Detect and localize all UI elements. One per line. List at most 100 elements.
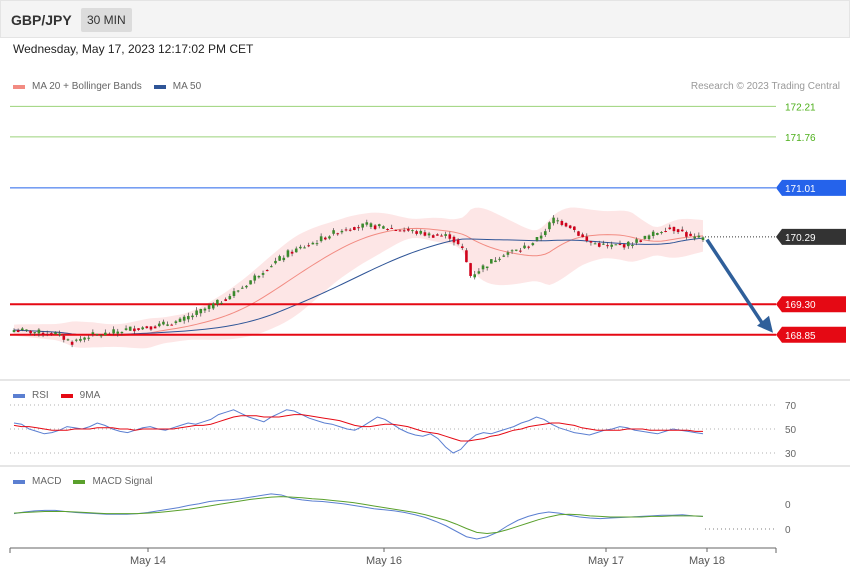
candle [668, 224, 672, 230]
candle [514, 249, 518, 252]
candle-body [444, 234, 447, 236]
candle [120, 331, 124, 336]
candle-body [340, 230, 344, 233]
candle [303, 245, 306, 249]
candle-body [37, 329, 41, 334]
candle [593, 241, 597, 245]
candle-body [589, 241, 593, 243]
candle-body [104, 332, 107, 336]
candle-body [137, 328, 140, 330]
ma9-swatch [60, 393, 73, 398]
candle-body [232, 291, 236, 297]
candle [639, 239, 643, 243]
candle [166, 321, 169, 327]
candle-body [502, 255, 506, 257]
candle-body [672, 226, 676, 232]
candle-body [191, 315, 194, 318]
level-label-4: 168.85 [785, 331, 816, 342]
candle-body [668, 227, 672, 230]
candle-body [697, 235, 701, 238]
candle-body [568, 225, 572, 229]
bollinger-band [14, 207, 703, 349]
candle [606, 242, 609, 249]
candle [510, 249, 514, 254]
candle-body [585, 236, 589, 242]
candle [203, 307, 207, 314]
candle [676, 228, 680, 235]
candle [626, 241, 630, 249]
candle-body [680, 229, 684, 232]
candle [361, 223, 364, 231]
x-tick-label: May 16 [366, 555, 402, 567]
legend-ma20: MA 20 + Bollinger Bands [13, 81, 142, 92]
candle [465, 248, 468, 263]
candle [124, 325, 128, 331]
candle [170, 323, 174, 326]
candle [228, 293, 232, 300]
candle [660, 231, 663, 235]
candle-body [581, 234, 584, 238]
rsi-tick-label: 50 [785, 425, 797, 436]
candle-body [87, 337, 91, 339]
candle-body [423, 232, 427, 236]
candle [448, 231, 452, 242]
candle-body [257, 276, 261, 278]
candle-body [83, 337, 86, 340]
candle-body [328, 236, 331, 239]
candle [407, 226, 410, 232]
candle-body [145, 326, 149, 329]
candle-body [436, 234, 439, 236]
candle-body [597, 243, 601, 247]
candle-body [249, 280, 252, 285]
candle [99, 333, 103, 339]
candle-body [79, 338, 82, 341]
candle [602, 240, 605, 245]
candle [83, 336, 86, 343]
candle [45, 330, 49, 337]
candle-body [133, 328, 136, 332]
candle [469, 262, 472, 278]
candle-body [622, 244, 626, 248]
timeframe-button[interactable]: 30 MIN [81, 8, 132, 32]
forecast-arrow-shaft [705, 238, 766, 327]
candle-body [643, 235, 647, 239]
candle [340, 229, 344, 235]
candle-body [95, 333, 99, 335]
candle-body [523, 245, 526, 249]
candle [589, 240, 593, 246]
candle-body [415, 231, 418, 234]
x-tick-label: May 14 [130, 555, 166, 567]
candle [597, 240, 601, 248]
macd-signal-line [13, 496, 704, 534]
candle-body [187, 316, 190, 320]
candle-body [610, 244, 613, 247]
price-legend: MA 20 + Bollinger Bands MA 50 [13, 81, 213, 92]
candle-body [573, 226, 576, 230]
candle [149, 326, 153, 331]
candle-body [635, 239, 638, 243]
candle-body [182, 316, 186, 321]
candle [315, 240, 319, 246]
candle-body [552, 217, 555, 224]
candle [377, 223, 381, 229]
legend-9ma-label: 9MA [79, 390, 101, 401]
candle-body [402, 230, 406, 232]
candle [236, 289, 240, 293]
candle-body [465, 250, 468, 263]
candle [398, 229, 402, 232]
chart-header: GBP/JPY 30 MIN [0, 0, 850, 38]
candle-body [651, 231, 655, 237]
candle [490, 259, 493, 264]
candle-body [224, 299, 227, 302]
candle [631, 242, 634, 249]
candle [348, 228, 352, 232]
candle [622, 243, 626, 250]
candle [182, 315, 186, 324]
candle-body [427, 233, 431, 236]
candle [519, 248, 522, 253]
candle [216, 299, 219, 307]
candle-body [373, 225, 377, 230]
level-label-0: 172.21 [785, 102, 816, 113]
candle [431, 234, 435, 238]
